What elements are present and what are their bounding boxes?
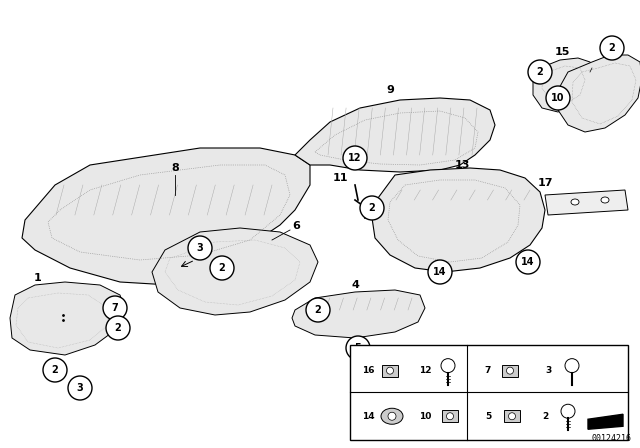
Text: 3: 3 [196,243,204,253]
Circle shape [565,359,579,373]
Polygon shape [588,414,623,429]
Circle shape [343,146,367,170]
Text: 4: 4 [351,280,359,290]
Bar [442,410,458,422]
Polygon shape [22,148,310,285]
Ellipse shape [571,199,579,205]
Text: 13: 13 [454,160,470,170]
Ellipse shape [381,408,403,424]
Text: 2: 2 [219,263,225,273]
Text: 2: 2 [536,67,543,77]
Circle shape [441,359,455,373]
Text: 17: 17 [537,178,553,188]
Text: 11: 11 [332,173,348,183]
Text: 3: 3 [545,366,551,375]
Circle shape [360,196,384,220]
Text: 7: 7 [111,303,118,313]
Ellipse shape [601,197,609,203]
Text: 2: 2 [52,365,58,375]
Polygon shape [558,55,640,132]
Circle shape [376,346,400,370]
Circle shape [43,358,67,382]
Polygon shape [292,290,425,338]
Polygon shape [533,58,595,112]
Circle shape [306,298,330,322]
Text: 10: 10 [419,412,431,421]
Text: 7: 7 [485,366,491,375]
Circle shape [103,296,127,320]
Circle shape [387,367,394,374]
Bar [504,410,520,422]
Polygon shape [545,190,628,215]
Text: 14: 14 [521,257,535,267]
Bar [350,345,628,440]
Text: 14: 14 [362,412,374,421]
Circle shape [188,236,212,260]
Text: 8: 8 [171,163,179,173]
Circle shape [106,316,130,340]
Text: 2: 2 [115,323,122,333]
Circle shape [546,86,570,110]
Circle shape [346,336,370,360]
Text: 2: 2 [385,353,392,363]
Text: 12: 12 [348,153,362,163]
Polygon shape [295,98,495,172]
Text: 2: 2 [315,305,321,315]
Bar [382,365,398,377]
Text: 14: 14 [433,267,447,277]
Text: 12: 12 [419,366,431,375]
Bar [502,365,518,377]
Polygon shape [372,168,545,272]
Polygon shape [10,282,125,355]
Text: 3: 3 [77,383,83,393]
Text: 6: 6 [292,221,300,231]
Text: 2: 2 [609,43,616,53]
Text: 15: 15 [554,47,570,57]
Text: 2: 2 [542,412,548,421]
Circle shape [447,413,454,420]
Text: 1: 1 [34,273,42,283]
Text: 16: 16 [362,366,374,375]
Circle shape [600,36,624,60]
Text: 10: 10 [551,93,564,103]
Circle shape [388,412,396,420]
Polygon shape [152,228,318,315]
Circle shape [516,250,540,274]
Text: 9: 9 [386,85,394,95]
Circle shape [509,413,515,420]
Text: 2: 2 [369,203,376,213]
Text: 00124216: 00124216 [592,434,632,443]
Circle shape [68,376,92,400]
Circle shape [428,260,452,284]
Text: 5: 5 [355,343,362,353]
Circle shape [561,404,575,418]
Circle shape [528,60,552,84]
Text: 5: 5 [485,412,491,421]
Circle shape [506,367,513,374]
Circle shape [210,256,234,280]
